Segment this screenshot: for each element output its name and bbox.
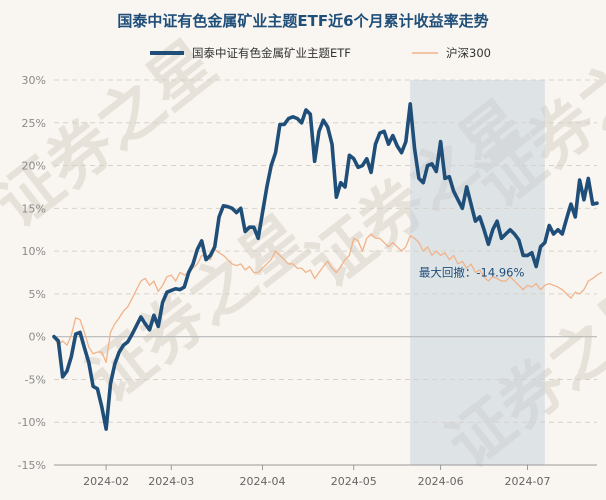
- x-tick-label: 2024-03: [148, 475, 194, 488]
- x-tick-label: 2024-06: [418, 475, 464, 488]
- series-line-fund: [52, 102, 599, 431]
- plot-area: 30% 25% 20% 15% 10% 5% 0% -5% -10% -15% 2024-02 202…: [18, 74, 602, 488]
- y-tick-label: 15%: [22, 202, 46, 215]
- legend-label-fund: 国泰中证有色金属矿业主题ETF: [192, 46, 351, 60]
- x-tick-label: 2024-04: [240, 475, 286, 488]
- y-tick-label: 5%: [29, 288, 46, 301]
- x-tick-label: 2024-05: [331, 475, 377, 488]
- y-tick-label: 30%: [22, 74, 46, 87]
- y-tick-label: 10%: [22, 245, 46, 258]
- max-drawdown-label: 最大回撤：-14.96%: [419, 266, 525, 280]
- chart-title: 国泰中证有色金属矿业主题ETF近6个月累计收益率走势: [117, 12, 488, 30]
- max-drawdown-region: [410, 80, 545, 465]
- x-tick-label: 2024-02: [83, 475, 129, 488]
- legend-label-csi300: 沪深300: [446, 46, 491, 60]
- y-tick-label: -15%: [18, 459, 46, 472]
- y-tick-label: -10%: [18, 416, 46, 429]
- y-tick-label: 0%: [29, 331, 46, 344]
- legend: 国泰中证有色金属矿业主题ETF 沪深300: [150, 46, 491, 60]
- y-tick-label: -5%: [25, 373, 46, 386]
- series-line-csi300: [53, 233, 602, 363]
- y-tick-label: 25%: [22, 117, 46, 130]
- x-tick-label: 2024-07: [505, 475, 551, 488]
- y-tick-label: 20%: [22, 160, 46, 173]
